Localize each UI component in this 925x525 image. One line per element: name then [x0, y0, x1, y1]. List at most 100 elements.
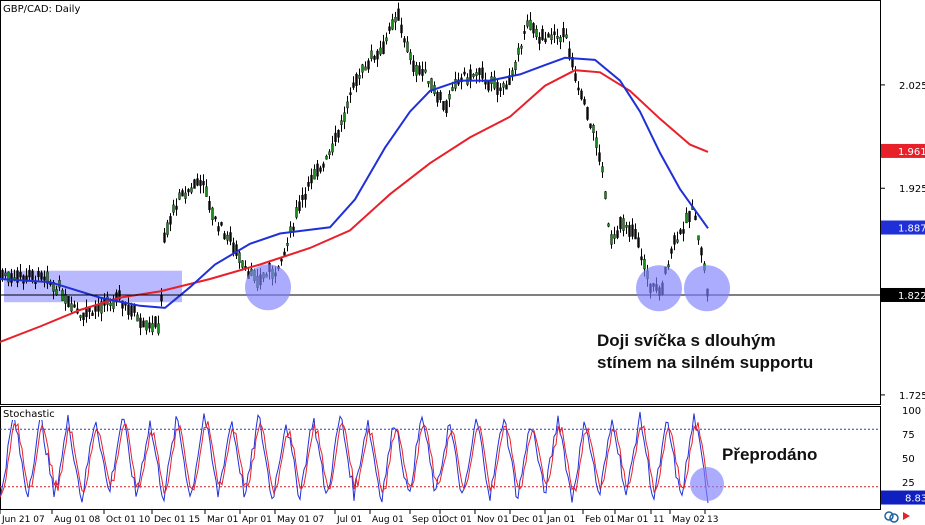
- candle: [193, 178, 196, 189]
- candle: [412, 55, 415, 77]
- candle: [154, 315, 157, 329]
- highlight-circle: [684, 265, 730, 312]
- support-zone: [4, 270, 182, 303]
- candle: [220, 221, 223, 227]
- link-icon[interactable]: [884, 511, 899, 523]
- candles: [1, 2, 709, 336]
- time-tick-label: Oct 01 10: [106, 515, 150, 525]
- candle: [589, 123, 592, 130]
- candle: [448, 90, 451, 108]
- candle: [223, 230, 226, 240]
- candle: [559, 35, 562, 50]
- doji-annotation-line2: stínem na silném supportu: [597, 353, 814, 372]
- candle: [142, 317, 145, 328]
- candle: [496, 78, 499, 103]
- time-tick-label: Mar 01: [207, 515, 238, 525]
- candle: [682, 221, 685, 242]
- candle: [355, 72, 358, 93]
- candle: [427, 81, 430, 88]
- candle: [502, 81, 505, 95]
- candle: [424, 61, 427, 74]
- candle: [139, 313, 142, 336]
- candle: [529, 12, 532, 31]
- time-axis: Jun 21 07 Aug 01 08 Oct 01 10 Dec 01 15 Mar …: [0, 510, 718, 525]
- time-tick-label: Nov 01: [477, 515, 509, 525]
- candle: [535, 25, 538, 40]
- candle: [382, 34, 385, 55]
- candle: [346, 95, 349, 114]
- candle: [520, 43, 523, 55]
- candle: [121, 300, 124, 317]
- candle: [343, 106, 346, 130]
- oversold-annotation: Přeprodáno: [722, 444, 817, 466]
- candle: [4, 268, 7, 280]
- time-tick-label: Apr 01: [242, 515, 272, 525]
- stochastic-panel: [0, 406, 881, 510]
- candle: [541, 25, 544, 41]
- candle: [73, 300, 76, 308]
- candle: [607, 222, 610, 228]
- candle: [184, 186, 187, 204]
- arrow-icon[interactable]: [903, 512, 910, 520]
- doji-annotation: Doji svíčka s dlouhým stínem na silném s…: [597, 330, 813, 374]
- candle: [208, 196, 211, 213]
- time-tick-label: Mar 01: [617, 515, 648, 525]
- candle: [205, 179, 208, 197]
- candle: [328, 149, 331, 160]
- candle: [367, 58, 370, 73]
- stochastic-value-badge: 8.83: [881, 490, 925, 505]
- candle: [598, 144, 601, 166]
- candle: [148, 316, 151, 333]
- candle: [316, 160, 319, 180]
- price-badges: 1.9619 1.8878 1.8225: [881, 143, 925, 302]
- time-tick-label: Jan 01: [546, 515, 575, 525]
- time-tick-label: Oct 01: [442, 515, 472, 525]
- price-badge: 1.9619: [881, 143, 925, 158]
- candle: [673, 232, 676, 251]
- candle: [172, 199, 175, 216]
- candle: [145, 320, 148, 335]
- candle: [190, 183, 193, 195]
- candle: [379, 40, 382, 56]
- candle: [301, 187, 304, 208]
- candle: [130, 302, 133, 320]
- candle: [286, 237, 289, 252]
- candle: [304, 187, 307, 208]
- candle: [613, 226, 616, 244]
- candle: [175, 198, 178, 216]
- candle: [397, 2, 400, 21]
- candle: [37, 267, 40, 281]
- candle: [157, 315, 160, 336]
- candle: [82, 312, 85, 327]
- candle: [538, 32, 541, 51]
- candle: [16, 267, 19, 288]
- candle: [463, 67, 466, 77]
- stochastic-k-line: [0, 411, 709, 504]
- candle: [19, 263, 22, 281]
- candle: [283, 248, 286, 257]
- candle: [586, 106, 589, 121]
- candle: [178, 189, 181, 201]
- candle: [340, 114, 343, 132]
- time-tick-label: Dec 01: [512, 515, 544, 525]
- candle: [679, 228, 682, 235]
- candle: [583, 96, 586, 106]
- candle: [166, 219, 169, 238]
- candle: [136, 312, 139, 322]
- candle: [46, 265, 49, 289]
- candle: [394, 11, 397, 31]
- candle: [523, 24, 526, 40]
- candle: [127, 297, 130, 320]
- stochastic-levels: [0, 428, 880, 488]
- candle: [352, 76, 355, 90]
- candle: [67, 295, 70, 308]
- candle: [319, 165, 322, 174]
- candle: [532, 22, 535, 38]
- stochastic-tick-label: 75: [902, 430, 915, 441]
- candle: [439, 90, 442, 103]
- candle: [43, 270, 46, 288]
- oversold-circle-mark: [690, 467, 724, 501]
- candle: [280, 257, 283, 266]
- candle: [181, 188, 184, 197]
